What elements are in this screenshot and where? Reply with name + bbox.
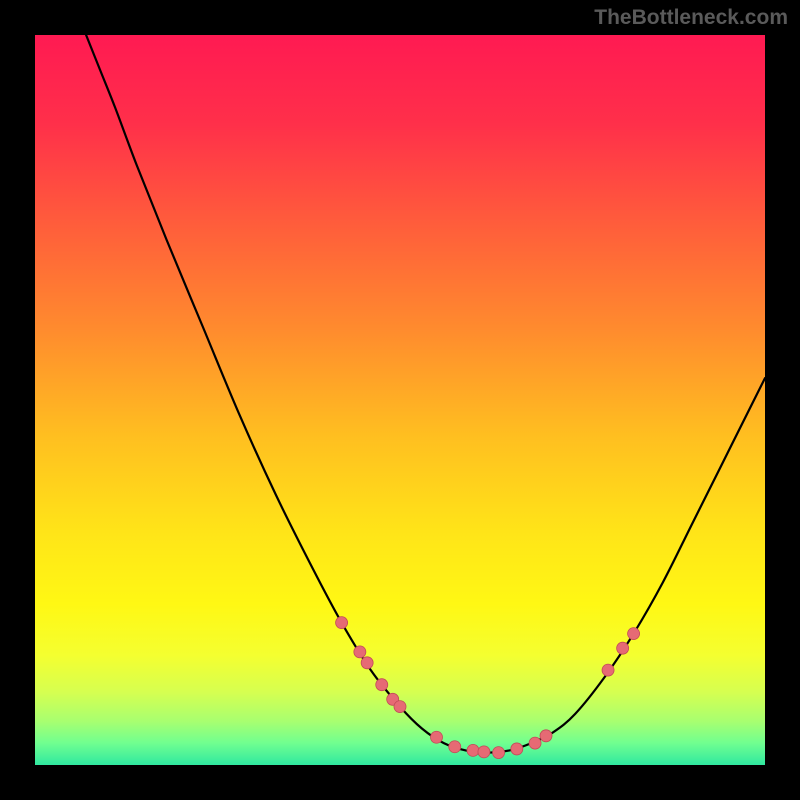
marker-dot	[467, 744, 479, 756]
marker-dot	[628, 628, 640, 640]
marker-dot	[529, 737, 541, 749]
marker-dot	[376, 679, 388, 691]
marker-dot	[449, 741, 461, 753]
marker-dot	[361, 657, 373, 669]
marker-dot	[394, 701, 406, 713]
marker-dot	[336, 617, 348, 629]
marker-dot	[354, 646, 366, 658]
marker-dot	[478, 746, 490, 758]
marker-dot	[540, 730, 552, 742]
watermark-text: TheBottleneck.com	[594, 6, 788, 30]
marker-dot	[617, 642, 629, 654]
plot-area	[35, 35, 765, 765]
data-markers	[35, 35, 765, 765]
marker-dot	[431, 731, 443, 743]
marker-dot	[602, 664, 614, 676]
marker-dot	[493, 747, 505, 759]
marker-dot	[511, 743, 523, 755]
